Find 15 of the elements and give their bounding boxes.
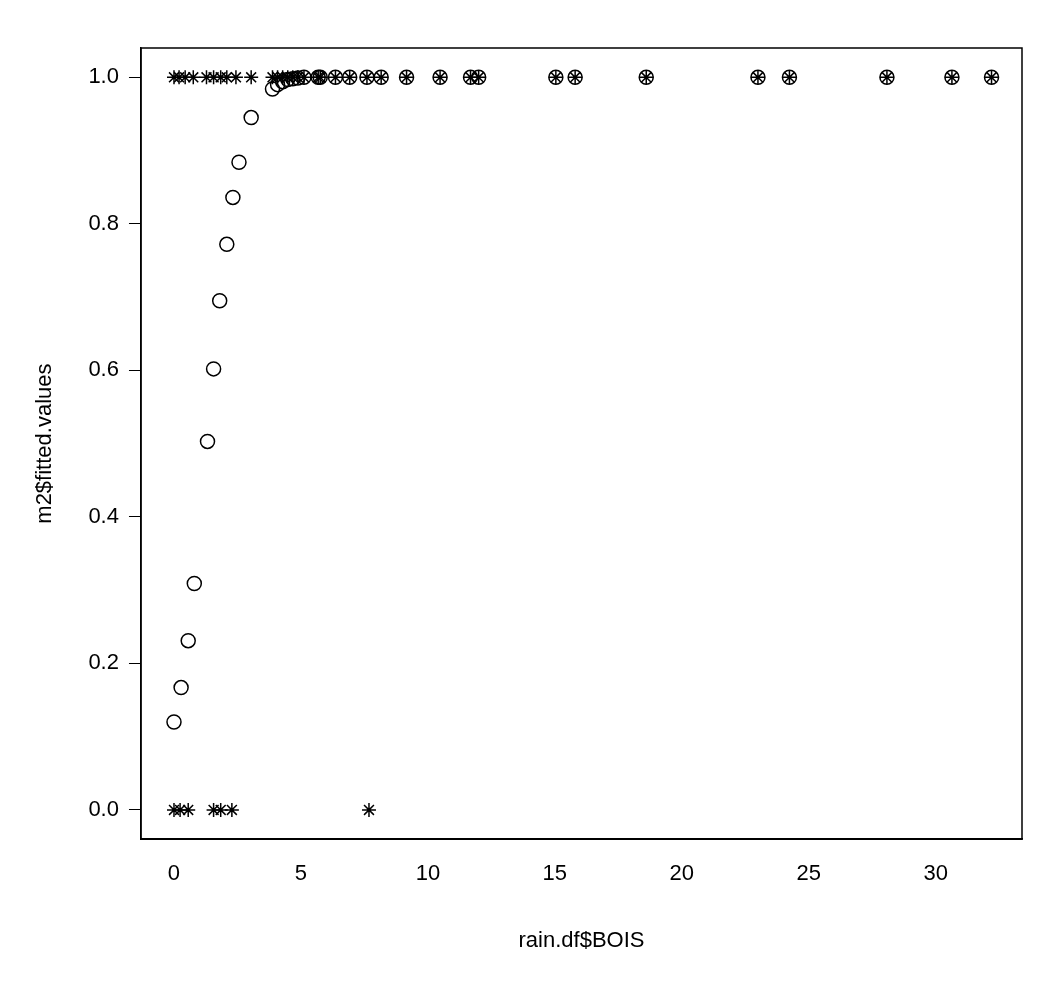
y-tick-label: 0.2: [88, 649, 119, 675]
x-tick-label: 10: [415, 860, 441, 886]
y-axis-title: m2$fitted.values: [31, 363, 57, 524]
y-tick-label: 0.8: [88, 209, 119, 235]
y-tick-label: 1.0: [88, 63, 119, 89]
y-tick-label: 0.6: [88, 356, 119, 382]
y-tick-label: 0.0: [88, 795, 119, 821]
x-axis-title: rain.df$BOIS: [518, 926, 645, 952]
x-tick-label: 30: [923, 860, 948, 886]
x-tick-label: 25: [796, 860, 821, 886]
x-tick-label: 0: [167, 860, 181, 886]
y-tick-label: 0.4: [88, 502, 119, 528]
x-tick-label: 15: [542, 860, 568, 886]
x-tick-label: 5: [294, 860, 308, 886]
x-tick-label: 20: [669, 860, 695, 886]
